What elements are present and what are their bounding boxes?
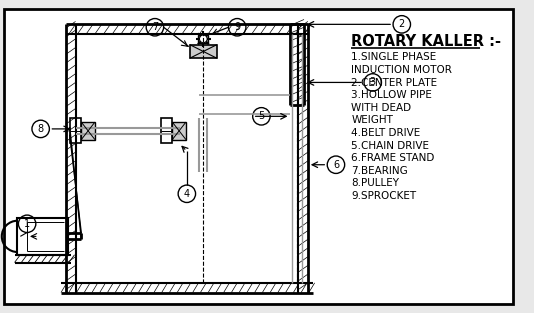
Text: 7.BEARING: 7.BEARING [351, 166, 408, 176]
Bar [18, 218, 68, 255]
Bar [172, 122, 186, 140]
Text: 1.SINGLE PHASE: 1.SINGLE PHASE [351, 52, 437, 62]
Bar [161, 118, 172, 143]
Text: 2.CENTER PLATE: 2.CENTER PLATE [351, 78, 437, 88]
Bar [81, 122, 95, 140]
Text: INDUCTION MOTOR: INDUCTION MOTOR [351, 65, 452, 75]
Circle shape [199, 35, 207, 43]
Text: 8: 8 [37, 124, 44, 134]
Text: 4.BELT DRIVE: 4.BELT DRIVE [351, 128, 421, 138]
Text: 6: 6 [333, 160, 339, 170]
Text: 5.CHAIN DRIVE: 5.CHAIN DRIVE [351, 141, 429, 151]
Text: 9: 9 [234, 22, 240, 32]
Text: 8.PULLEY: 8.PULLEY [351, 178, 399, 188]
Text: 4: 4 [184, 189, 190, 199]
Bar [190, 45, 217, 58]
Text: WEIGHT: WEIGHT [351, 115, 394, 125]
Text: ROTARY KALLER :-: ROTARY KALLER :- [351, 34, 501, 49]
Text: 3.HOLLOW PIPE: 3.HOLLOW PIPE [351, 90, 433, 100]
Text: 7: 7 [152, 22, 158, 32]
Bar [199, 35, 208, 43]
Text: WITH DEAD: WITH DEAD [351, 103, 412, 113]
Text: 1: 1 [24, 219, 30, 229]
Text: 9.SPROCKET: 9.SPROCKET [351, 191, 417, 201]
Text: 6.FRAME STAND: 6.FRAME STAND [351, 153, 435, 163]
Text: 2: 2 [399, 19, 405, 29]
FancyBboxPatch shape [4, 9, 513, 304]
Text: 3: 3 [370, 77, 376, 87]
Bar [70, 118, 81, 143]
Text: 5: 5 [258, 111, 264, 121]
